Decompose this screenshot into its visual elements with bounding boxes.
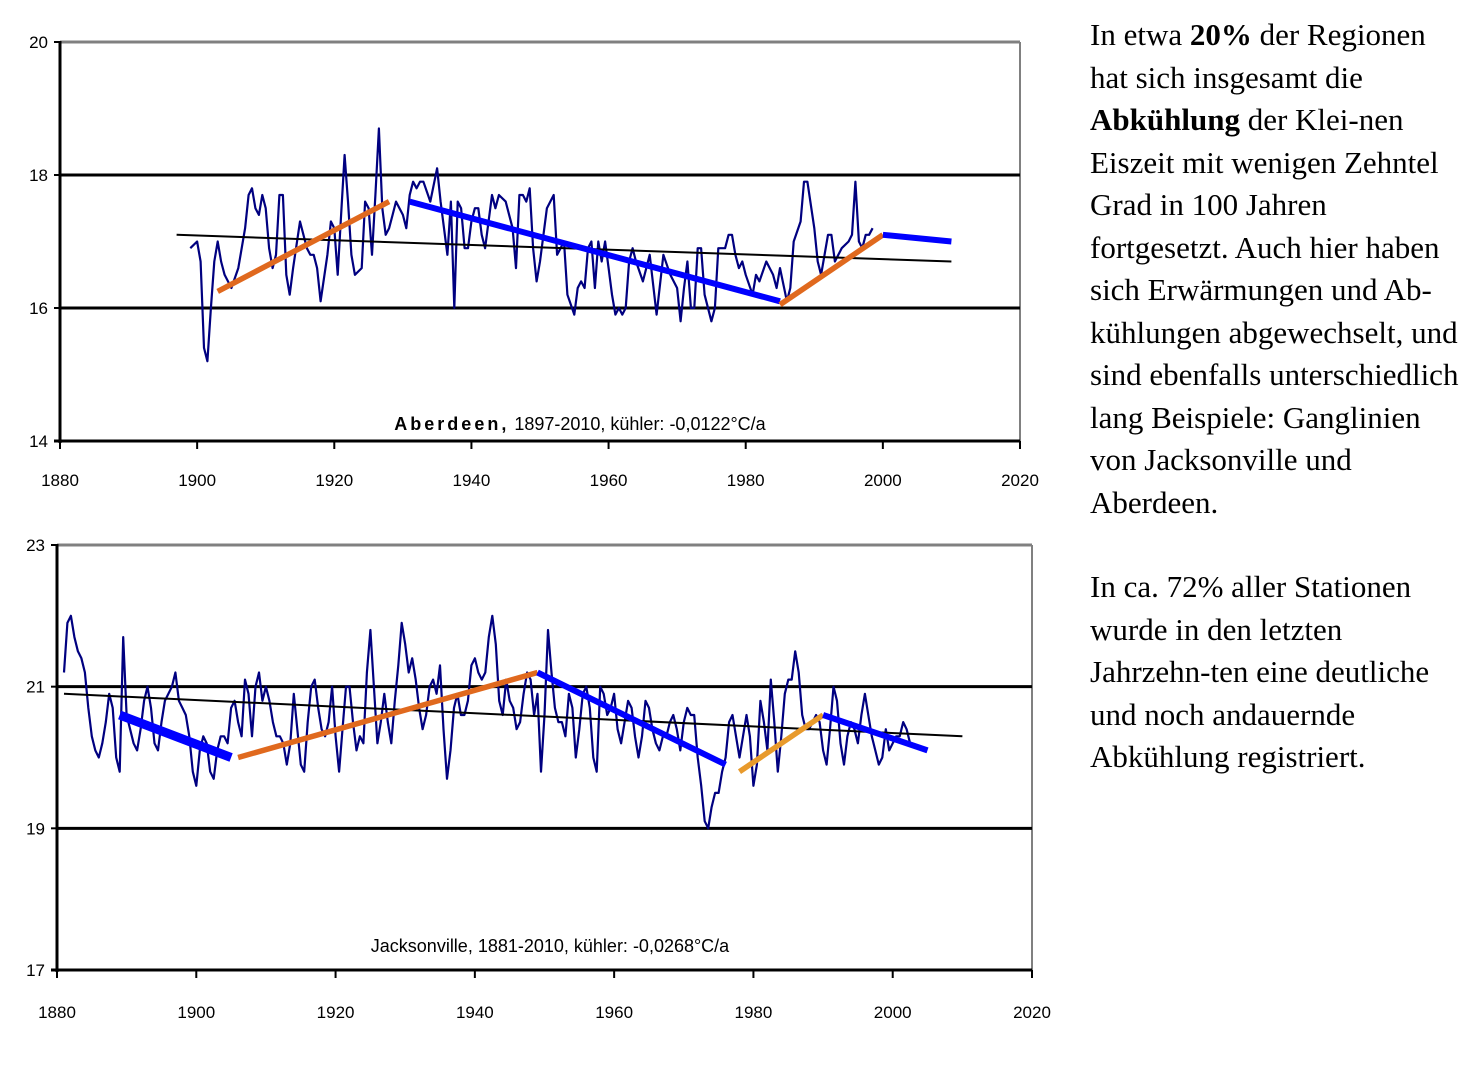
highlight-20-percent: 20% [1189,17,1252,52]
chart-jacksonville-x-tick-label: 1960 [595,1003,633,1022]
chart-aberdeen-x-tick-label: 2020 [1001,471,1039,490]
chart-jacksonville-x-tick-label: 1940 [456,1003,494,1022]
chart-jacksonville-caption-station: Jacksonville, [371,936,473,956]
jacksonville-chart: 17 19 21 23 1880 1900 1920 1940 1960 1980 2000 2020… [26,536,1051,1022]
chart-aberdeen-segment-trend-warming-1 [216,199,391,294]
chart-jacksonville-x-tick-label: 1880 [38,1003,76,1022]
chart-aberdeen-y-tick-label: 16 [29,299,48,318]
chart-jacksonville-x-tick-label: 1980 [735,1003,773,1022]
chart-jacksonville-segment-trend-warming-4 [737,712,825,774]
chart-aberdeen-y-tick-label: 14 [29,432,48,451]
chart-jacksonville-caption: Jacksonville, 1881-2010, kühler: -0,0268… [371,936,730,956]
chart-jacksonville-x-tick-label: 1900 [177,1003,215,1022]
chart-jacksonville-segment-trend-cooling-1 [118,710,233,762]
chart-aberdeen-x-tick-label: 1920 [315,471,353,490]
chart-aberdeen-segment-trend-warming-3 [778,232,885,307]
paragraph-1: In etwa 20% der Regionen hat sich insges… [1090,17,1459,520]
chart-jacksonville-overall-trend-line [63,692,963,738]
chart-jacksonville-x-tick-label: 2000 [874,1003,912,1022]
chart-aberdeen-x-tick-label: 2000 [864,471,902,490]
paragraph-2: In ca. 72% aller Stationen wurde in den … [1090,569,1430,774]
chart-aberdeen-y-tick-label: 20 [29,33,48,52]
chart-aberdeen-segment-trend-cooling-2 [408,198,781,305]
chart-jacksonville-y-tick-label: 17 [26,961,45,980]
chart-jacksonville-y-tick-label: 23 [26,536,45,555]
highlight-abkuehlung: Abkühlung [1090,102,1240,137]
chart-jacksonville-y-tick-label: 21 [26,678,45,697]
chart-aberdeen-overall-trend-line [176,233,952,263]
chart-aberdeen-caption-detail: 1897-2010, kühler: -0,0122°C/a [509,414,766,434]
chart-aberdeen-segment-trend-cooling-4 [882,231,952,245]
chart-jacksonville-x-tick-label: 2020 [1013,1003,1051,1022]
chart-aberdeen-x-tick-label: 1940 [453,471,491,490]
chart-jacksonville-caption-detail: 1881-2010, kühler: -0,0268°C/a [473,936,730,956]
chart-aberdeen-series-temperature [189,127,874,363]
chart-aberdeen-x-tick-label: 1980 [727,471,765,490]
chart-jacksonville-segment-trend-cooling-3 [536,669,727,768]
chart-aberdeen-caption: Aberdeen, 1897-2010, kühler: -0,0122°C/a [394,414,766,434]
chart-jacksonville-segment-trend-cooling-5 [822,712,929,754]
chart-jacksonville-x-tick-label: 1920 [317,1003,355,1022]
chart-aberdeen-caption-station: Aberdeen, [394,414,509,434]
chart-aberdeen-x-tick-label: 1880 [41,471,79,490]
chart-aberdeen-y-tick-label: 18 [29,166,48,185]
side-text: In etwa 20% der Regionen hat sich insges… [1090,14,1460,779]
chart-jacksonville-y-tick-label: 19 [26,819,45,838]
chart-jacksonville-segment-trend-warming-2 [237,669,539,761]
chart-aberdeen-x-tick-label: 1960 [590,471,628,490]
chart-aberdeen-x-tick-label: 1900 [178,471,216,490]
chart-jacksonville-series-temperature [62,614,912,830]
aberdeen-chart: 14 16 18 20 1880 1900 1920 1940 1960 1980 2000 2020… [29,33,1039,490]
